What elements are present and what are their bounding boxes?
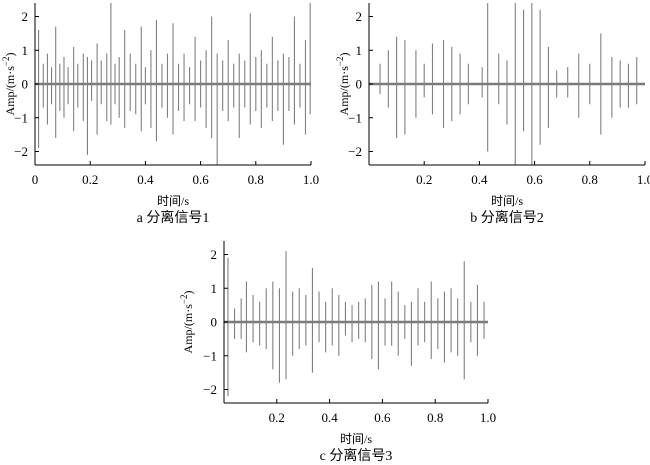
- x-tick-label: 0.2: [269, 410, 285, 425]
- y-axis-label: Amp/(m·s−2): [335, 53, 351, 116]
- y-tick-label: 2: [22, 9, 29, 24]
- x-tick-label: 1.0: [303, 172, 319, 187]
- x-tick-label: 0.6: [192, 172, 209, 187]
- y-tick-label: 0: [211, 315, 218, 330]
- y-tick-label: −1: [203, 348, 217, 363]
- x-tick-label: 0: [32, 172, 39, 187]
- y-tick-label: 1: [211, 281, 218, 296]
- subplot-caption: a 分离信号1: [137, 209, 210, 226]
- y-tick-label: 0: [356, 77, 363, 92]
- y-axis-label-close: ): [181, 291, 195, 295]
- subplot-a: 210−1−20 0.2 0.4 0.6 0.8 1.0时间/sAmp/(m·s−2)a …: [1, 3, 319, 226]
- x-tick-label: 0.4: [137, 172, 154, 187]
- subplot-caption: b 分离信号2: [470, 209, 544, 226]
- x-tick-label: 0.8: [248, 172, 264, 187]
- y-tick-label: −2: [14, 144, 28, 159]
- x-axis-label: 时间/s: [157, 194, 189, 208]
- y-tick-label: 0: [22, 77, 29, 92]
- y-tick-label: 1: [356, 43, 363, 58]
- y-tick-label: 1: [22, 43, 29, 58]
- y-axis-label-close: ): [337, 53, 351, 57]
- y-axis-label-main: Amp/(m·s: [3, 66, 17, 116]
- x-axis-label: 时间/s: [491, 194, 523, 208]
- y-axis-label-exponent: −2: [179, 295, 189, 305]
- x-tick-label: 0.2: [416, 172, 432, 187]
- y-tick-label: −1: [348, 110, 362, 125]
- x-tick-label: 0.6: [374, 410, 391, 425]
- x-tick-label: 0.6: [526, 172, 543, 187]
- y-axis-label: Amp/(m·s−2): [179, 291, 195, 354]
- y-tick-label: 2: [356, 9, 363, 24]
- y-axis-label-main: Amp/(m·s: [181, 304, 195, 354]
- y-tick-label: −2: [348, 144, 362, 159]
- y-tick-label: −2: [203, 382, 217, 397]
- y-axis-label: Amp/(m·s−2): [1, 53, 17, 116]
- y-axis-label-exponent: −2: [1, 57, 11, 67]
- x-tick-label: 0.2: [82, 172, 98, 187]
- y-axis-label-exponent: −2: [335, 57, 345, 67]
- x-tick-label: 0.8: [582, 172, 598, 187]
- x-tick-label: 0.4: [321, 410, 338, 425]
- x-axis-label: 时间/s: [340, 432, 372, 446]
- y-tick-label: −1: [14, 110, 28, 125]
- y-axis-label-main: Amp/(m·s: [337, 66, 351, 116]
- y-tick-label: 2: [211, 247, 218, 262]
- x-tick-label: 1.0: [637, 172, 650, 187]
- x-tick-label: 0.8: [427, 410, 443, 425]
- subplot-caption: c 分离信号3: [320, 447, 393, 464]
- x-tick-label: 1.0: [480, 410, 496, 425]
- x-tick-label: 0.4: [471, 172, 488, 187]
- y-axis-label-close: ): [3, 53, 17, 57]
